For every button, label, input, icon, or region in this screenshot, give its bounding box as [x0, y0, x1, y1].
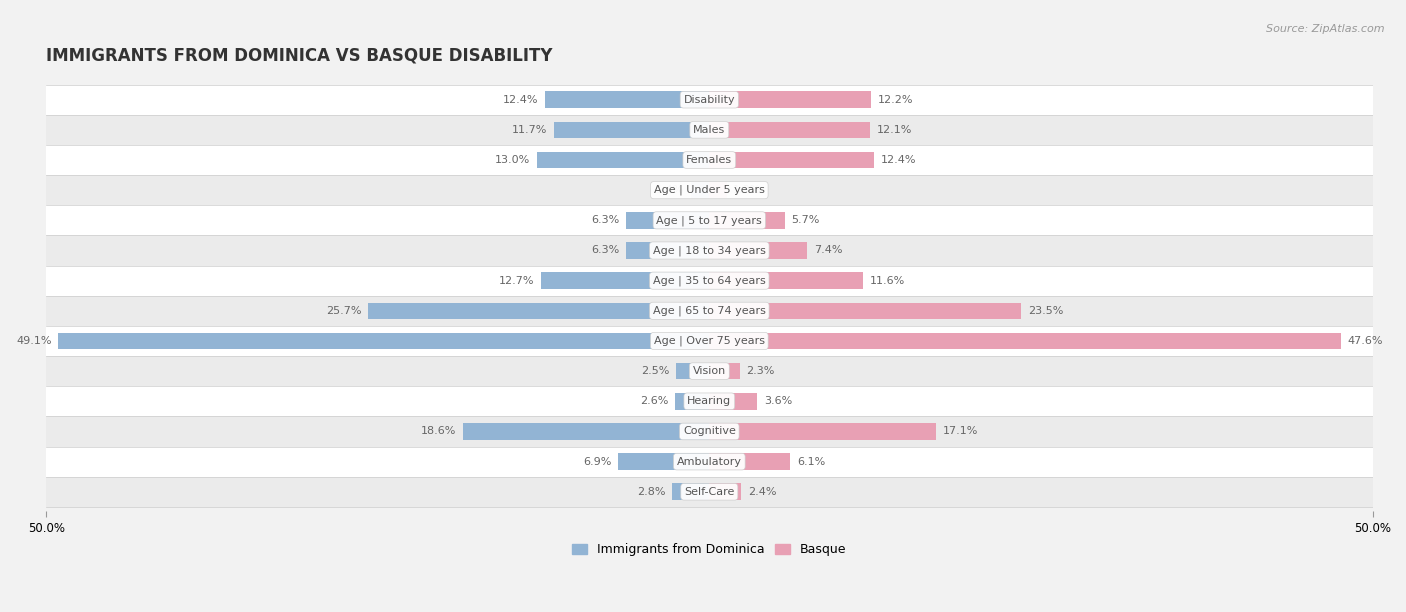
Text: 6.3%: 6.3%: [591, 215, 619, 225]
Bar: [709, 363, 740, 379]
Text: IMMIGRANTS FROM DOMINICA VS BASQUE DISABILITY: IMMIGRANTS FROM DOMINICA VS BASQUE DISAB…: [46, 47, 553, 65]
Text: Age | 65 to 74 years: Age | 65 to 74 years: [652, 305, 766, 316]
Text: 6.9%: 6.9%: [583, 457, 612, 466]
Bar: [709, 302, 1021, 319]
Text: 2.4%: 2.4%: [748, 487, 776, 497]
Text: 2.3%: 2.3%: [747, 366, 775, 376]
Text: 2.5%: 2.5%: [641, 366, 669, 376]
Bar: [46, 145, 1372, 175]
Text: 13.0%: 13.0%: [495, 155, 530, 165]
Bar: [554, 122, 709, 138]
Bar: [46, 84, 1372, 115]
Text: 1.3%: 1.3%: [733, 185, 762, 195]
Bar: [46, 416, 1372, 447]
Bar: [675, 393, 709, 409]
Bar: [463, 423, 709, 440]
Text: 6.1%: 6.1%: [797, 457, 825, 466]
Text: 17.1%: 17.1%: [943, 427, 979, 436]
Bar: [46, 447, 1372, 477]
Text: 5.7%: 5.7%: [792, 215, 820, 225]
Text: Source: ZipAtlas.com: Source: ZipAtlas.com: [1267, 24, 1385, 34]
Text: 1.4%: 1.4%: [655, 185, 685, 195]
Text: 2.6%: 2.6%: [640, 397, 668, 406]
Text: Females: Females: [686, 155, 733, 165]
Text: 3.6%: 3.6%: [763, 397, 792, 406]
Text: Cognitive: Cognitive: [683, 427, 735, 436]
Bar: [617, 453, 709, 470]
Bar: [672, 483, 709, 500]
Bar: [690, 182, 709, 198]
Bar: [709, 272, 863, 289]
Text: 6.3%: 6.3%: [591, 245, 619, 255]
Text: 49.1%: 49.1%: [15, 336, 52, 346]
Bar: [709, 212, 785, 229]
Bar: [46, 236, 1372, 266]
Bar: [709, 91, 872, 108]
Text: Disability: Disability: [683, 95, 735, 105]
Text: Hearing: Hearing: [688, 397, 731, 406]
Text: 12.1%: 12.1%: [876, 125, 912, 135]
Text: Age | 5 to 17 years: Age | 5 to 17 years: [657, 215, 762, 226]
Bar: [709, 333, 1341, 349]
Bar: [676, 363, 709, 379]
Text: 18.6%: 18.6%: [420, 427, 456, 436]
Text: 12.7%: 12.7%: [499, 275, 534, 286]
Text: 47.6%: 47.6%: [1347, 336, 1382, 346]
Bar: [709, 182, 727, 198]
Text: 25.7%: 25.7%: [326, 306, 361, 316]
Text: Self-Care: Self-Care: [685, 487, 734, 497]
Text: 12.2%: 12.2%: [877, 95, 914, 105]
Text: 11.7%: 11.7%: [512, 125, 547, 135]
Bar: [626, 212, 709, 229]
Bar: [46, 326, 1372, 356]
Bar: [709, 483, 741, 500]
Text: Age | 18 to 34 years: Age | 18 to 34 years: [652, 245, 766, 256]
Bar: [709, 242, 807, 259]
Text: Ambulatory: Ambulatory: [676, 457, 742, 466]
Text: Age | 35 to 64 years: Age | 35 to 64 years: [652, 275, 766, 286]
Bar: [46, 477, 1372, 507]
Text: 7.4%: 7.4%: [814, 245, 842, 255]
Bar: [709, 453, 790, 470]
Bar: [46, 175, 1372, 205]
Bar: [58, 333, 709, 349]
Legend: Immigrants from Dominica, Basque: Immigrants from Dominica, Basque: [567, 538, 852, 561]
Bar: [709, 122, 870, 138]
Bar: [46, 205, 1372, 236]
Bar: [46, 266, 1372, 296]
Text: Vision: Vision: [693, 366, 725, 376]
Bar: [46, 115, 1372, 145]
Text: 12.4%: 12.4%: [503, 95, 538, 105]
Bar: [46, 296, 1372, 326]
Bar: [709, 393, 756, 409]
Bar: [46, 356, 1372, 386]
Bar: [537, 152, 709, 168]
Bar: [626, 242, 709, 259]
Bar: [709, 152, 873, 168]
Text: 11.6%: 11.6%: [870, 275, 905, 286]
Bar: [368, 302, 709, 319]
Text: 12.4%: 12.4%: [880, 155, 915, 165]
Text: 23.5%: 23.5%: [1028, 306, 1063, 316]
Text: Males: Males: [693, 125, 725, 135]
Text: Age | Under 5 years: Age | Under 5 years: [654, 185, 765, 195]
Bar: [541, 272, 709, 289]
Text: 2.8%: 2.8%: [637, 487, 665, 497]
Text: Age | Over 75 years: Age | Over 75 years: [654, 336, 765, 346]
Bar: [46, 386, 1372, 416]
Bar: [546, 91, 709, 108]
Bar: [709, 423, 936, 440]
